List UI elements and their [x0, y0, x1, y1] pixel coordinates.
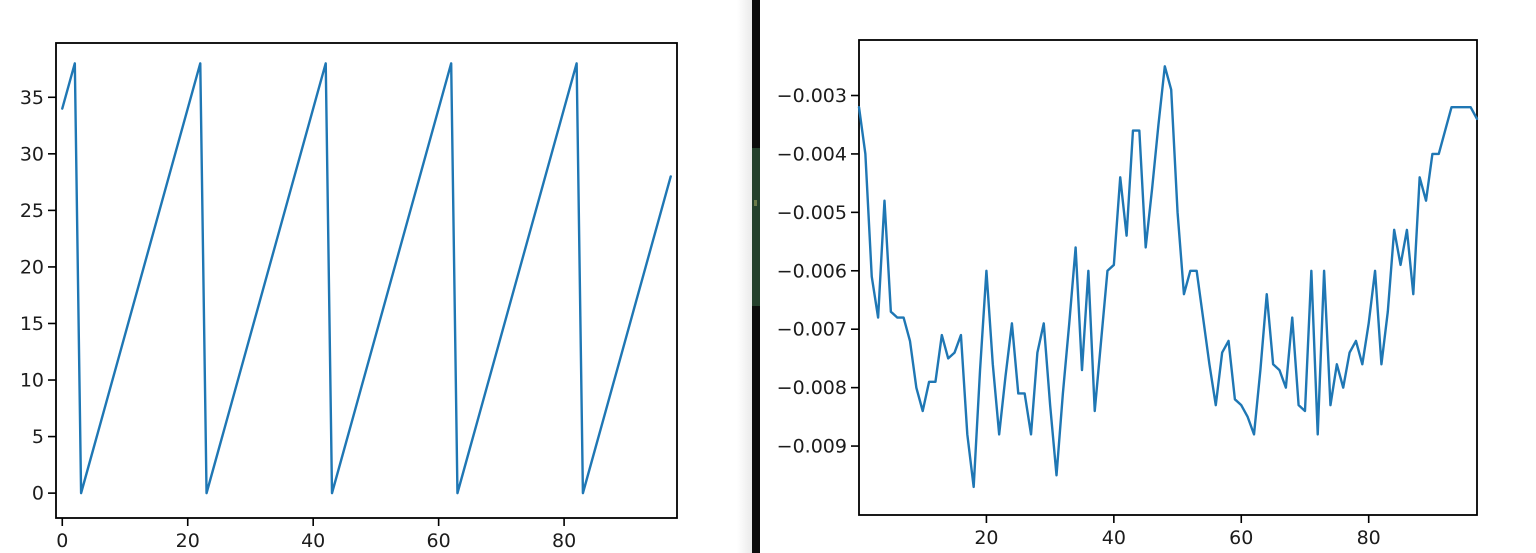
x-tick-label: 20: [176, 530, 200, 552]
divider-artifact-dot: [754, 200, 757, 206]
x-tick-label: 60: [1229, 527, 1253, 549]
left-window-edge-shade: [737, 0, 753, 553]
divider-artifact: [752, 148, 760, 306]
y-tick-label: −0.003: [777, 85, 847, 107]
x-tick-label: 20: [974, 527, 998, 549]
y-tick-label: −0.006: [777, 260, 847, 282]
y-tick-label: 10: [20, 370, 44, 392]
y-tick-label: 5: [32, 426, 44, 448]
y-tick-label: −0.007: [777, 319, 847, 341]
y-tick-label: 35: [20, 87, 44, 109]
x-tick-label: 60: [427, 530, 451, 552]
x-tick-label: 80: [552, 530, 576, 552]
x-tick-label: 80: [1357, 527, 1381, 549]
y-tick-label: −0.004: [777, 143, 847, 165]
y-tick-label: −0.009: [777, 436, 847, 458]
window-divider: [752, 0, 760, 553]
y-tick-label: 30: [20, 143, 44, 165]
y-tick-label: −0.008: [777, 377, 847, 399]
series-line-0: [61, 62, 672, 495]
axes-box-0: [55, 42, 678, 519]
right-plot-window: 20 40 60 80 −0.009 −0.008 −0.007 −0.006 −0.005 −0…: [760, 0, 1536, 553]
y-tick-label: 25: [20, 200, 44, 222]
left-line-chart: 0 20 40 60 80 0 5 10 15 20 25 30 35: [20, 42, 678, 552]
series-line-1: [857, 65, 1479, 489]
y-tick-label: 0: [32, 483, 44, 505]
x-tick-label: 0: [56, 530, 68, 552]
x-tick-label: 40: [301, 530, 325, 552]
x-tick-label: 40: [1102, 527, 1126, 549]
y-tick-label: −0.005: [777, 202, 847, 224]
axes-box-1: [858, 39, 1478, 516]
y-tick-label: 20: [20, 256, 44, 278]
right-line-chart: 20 40 60 80 −0.009 −0.008 −0.007 −0.006 −0.005 −0…: [777, 39, 1479, 549]
left-plot-window: 0 20 40 60 80 0 5 10 15 20 25 30 35: [0, 0, 753, 553]
y-tick-label: 15: [20, 313, 44, 335]
